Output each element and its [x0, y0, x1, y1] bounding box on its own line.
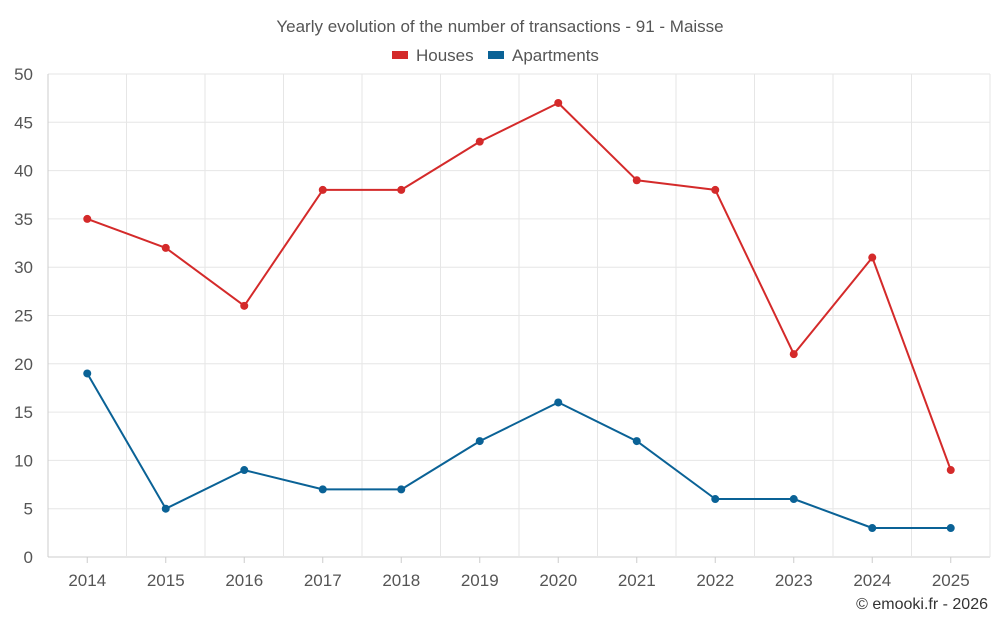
x-tick-label-2020: 2020: [539, 571, 577, 590]
x-tick-label-2017: 2017: [304, 571, 342, 590]
data-point-houses-2024[interactable]: [868, 253, 877, 262]
data-point-apartments-2025[interactable]: [946, 524, 955, 533]
chart-title: Yearly evolution of the number of transa…: [276, 17, 723, 36]
x-tick-label-2016: 2016: [225, 571, 263, 590]
y-tick-label-15: 15: [14, 403, 33, 422]
x-tick-label-2018: 2018: [382, 571, 420, 590]
data-point-apartments-2020[interactable]: [554, 398, 563, 407]
data-point-apartments-2015[interactable]: [161, 504, 170, 513]
x-tick-label-2023: 2023: [775, 571, 813, 590]
series-line-apartments: [86, 372, 951, 529]
y-axis: 0 5 10 15 20 25 30 35 40 45 50: [14, 65, 33, 567]
y-tick-label-10: 10: [14, 451, 33, 470]
x-tick-label-2025: 2025: [932, 571, 970, 590]
legend-label-houses: Houses: [416, 46, 474, 65]
series-line-houses: [86, 102, 952, 471]
x-tick-label-2015: 2015: [147, 571, 185, 590]
x-tick-label-2019: 2019: [461, 571, 499, 590]
y-tick-label-45: 45: [14, 113, 33, 132]
data-point-houses-2019[interactable]: [475, 137, 484, 146]
data-point-apartments-2022[interactable]: [711, 495, 720, 504]
data-point-apartments-2019[interactable]: [475, 437, 484, 446]
y-tick-label-40: 40: [14, 162, 33, 181]
data-point-houses-2023[interactable]: [789, 350, 798, 359]
credit-text: © emooki.fr - 2026: [856, 596, 988, 613]
series-houses: [83, 98, 955, 475]
x-tick-label-2024: 2024: [853, 571, 891, 590]
data-point-apartments-2014[interactable]: [83, 369, 92, 378]
gridlines: [47, 73, 991, 558]
plot-area: [83, 98, 955, 533]
legend-label-apartments: Apartments: [512, 46, 599, 65]
data-point-apartments-2021[interactable]: [632, 437, 641, 446]
data-point-houses-2014[interactable]: [83, 214, 92, 223]
data-point-houses-2016[interactable]: [240, 301, 249, 310]
legend-swatch-houses: [392, 51, 408, 59]
y-tick-label-20: 20: [14, 355, 33, 374]
legend: Houses Apartments: [392, 46, 599, 65]
data-point-houses-2022[interactable]: [711, 185, 720, 194]
data-point-houses-2025[interactable]: [946, 466, 955, 475]
y-tick-label-35: 35: [14, 210, 33, 229]
y-tick-label-50: 50: [14, 65, 33, 84]
y-tick-label-25: 25: [14, 307, 33, 326]
data-point-houses-2020[interactable]: [554, 98, 563, 107]
y-tick-label-5: 5: [24, 500, 33, 519]
x-tick-label-2014: 2014: [68, 571, 106, 590]
y-tick-label-30: 30: [14, 258, 33, 277]
data-point-apartments-2016[interactable]: [240, 466, 249, 475]
data-point-houses-2021[interactable]: [632, 176, 641, 185]
legend-item-apartments[interactable]: Apartments: [488, 46, 599, 65]
legend-item-houses[interactable]: Houses: [392, 46, 474, 65]
data-point-apartments-2018[interactable]: [397, 485, 406, 494]
y-tick-label-0: 0: [24, 548, 33, 567]
data-point-houses-2015[interactable]: [161, 243, 170, 252]
data-point-apartments-2017[interactable]: [318, 485, 327, 494]
x-axis: 2014 2015 2016 2017 2018 2019 2020 2021 2022 2023…: [68, 557, 970, 590]
x-tick-label-2022: 2022: [696, 571, 734, 590]
legend-swatch-apartments: [488, 51, 504, 59]
data-point-houses-2017[interactable]: [318, 185, 327, 194]
x-tick-label-2021: 2021: [618, 571, 656, 590]
data-point-apartments-2024[interactable]: [868, 524, 877, 533]
data-point-apartments-2023[interactable]: [789, 495, 798, 504]
series-apartments: [83, 369, 955, 533]
data-point-houses-2018[interactable]: [397, 185, 406, 194]
